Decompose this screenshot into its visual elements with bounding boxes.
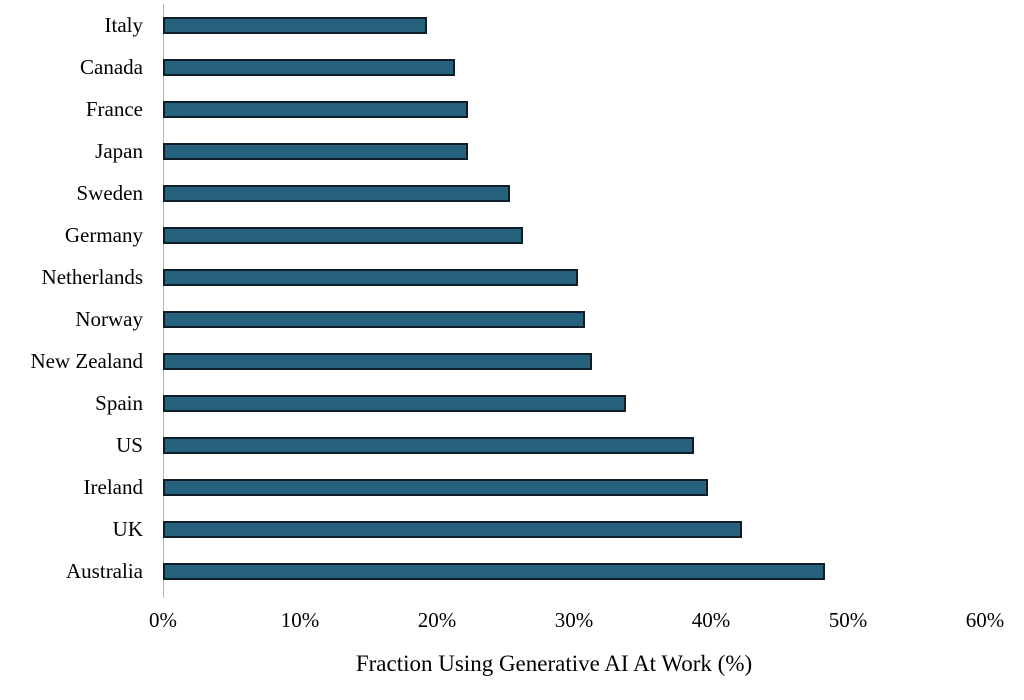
y-axis-label: Italy — [104, 12, 143, 37]
bar — [163, 142, 469, 160]
x-axis-tick-label: 20% — [417, 608, 457, 632]
bar-row — [163, 508, 985, 550]
bar — [163, 520, 743, 538]
bar — [163, 394, 626, 412]
y-axis-label: Spain — [95, 390, 143, 415]
y-axis-label: Germany — [64, 222, 143, 247]
y-axis-label: Australia — [66, 558, 143, 583]
bar-row — [163, 424, 985, 466]
bar-row — [163, 382, 985, 424]
bar — [163, 436, 695, 454]
bar — [163, 478, 709, 496]
bar-row — [163, 340, 985, 382]
y-axis-label: New Zealand — [30, 348, 143, 373]
bar — [163, 352, 592, 370]
bar — [163, 58, 455, 76]
bar-row — [163, 130, 985, 172]
x-axis-tick-label: 10% — [280, 608, 320, 632]
x-axis-tick-label: 0% — [149, 608, 177, 632]
bar-row — [163, 46, 985, 88]
y-axis-label: Japan — [95, 138, 143, 163]
bar — [163, 562, 825, 580]
bar-row — [163, 4, 985, 46]
x-axis-tick-label: 50% — [828, 608, 868, 632]
plot-area — [163, 4, 985, 592]
y-axis-line — [163, 4, 164, 598]
bar-row — [163, 88, 985, 130]
y-axis-label: UK — [112, 516, 143, 541]
y-axis-labels: Italy Canada France Japan Sweden Germany Nethe… — [0, 4, 143, 592]
x-axis-tick-label: 40% — [691, 608, 731, 632]
y-axis-label: Canada — [80, 54, 143, 79]
y-axis-label: Netherlands — [41, 264, 143, 289]
x-axis-tick-label: 60% — [965, 608, 1005, 632]
bar — [163, 310, 585, 328]
bar-row — [163, 172, 985, 214]
x-axis-tick-label: 30% — [554, 608, 594, 632]
bar — [163, 184, 510, 202]
bar — [163, 16, 428, 34]
bar-row — [163, 550, 985, 592]
y-axis-label: Ireland — [83, 474, 143, 499]
bar — [163, 100, 469, 118]
y-axis-label: US — [116, 432, 143, 457]
y-axis-label: France — [85, 96, 143, 121]
y-axis-label: Norway — [75, 306, 143, 331]
bar — [163, 226, 524, 244]
y-axis-label: Sweden — [76, 180, 144, 205]
x-axis-title: Fraction Using Generative AI At Work (%) — [355, 651, 753, 676]
bar-row — [163, 256, 985, 298]
bar-row — [163, 214, 985, 256]
bar-row — [163, 466, 985, 508]
bar — [163, 268, 578, 286]
bar-row — [163, 298, 985, 340]
x-axis-ticks: 0% 10% 20% 30% 40% 50% 60% — [149, 608, 1004, 636]
